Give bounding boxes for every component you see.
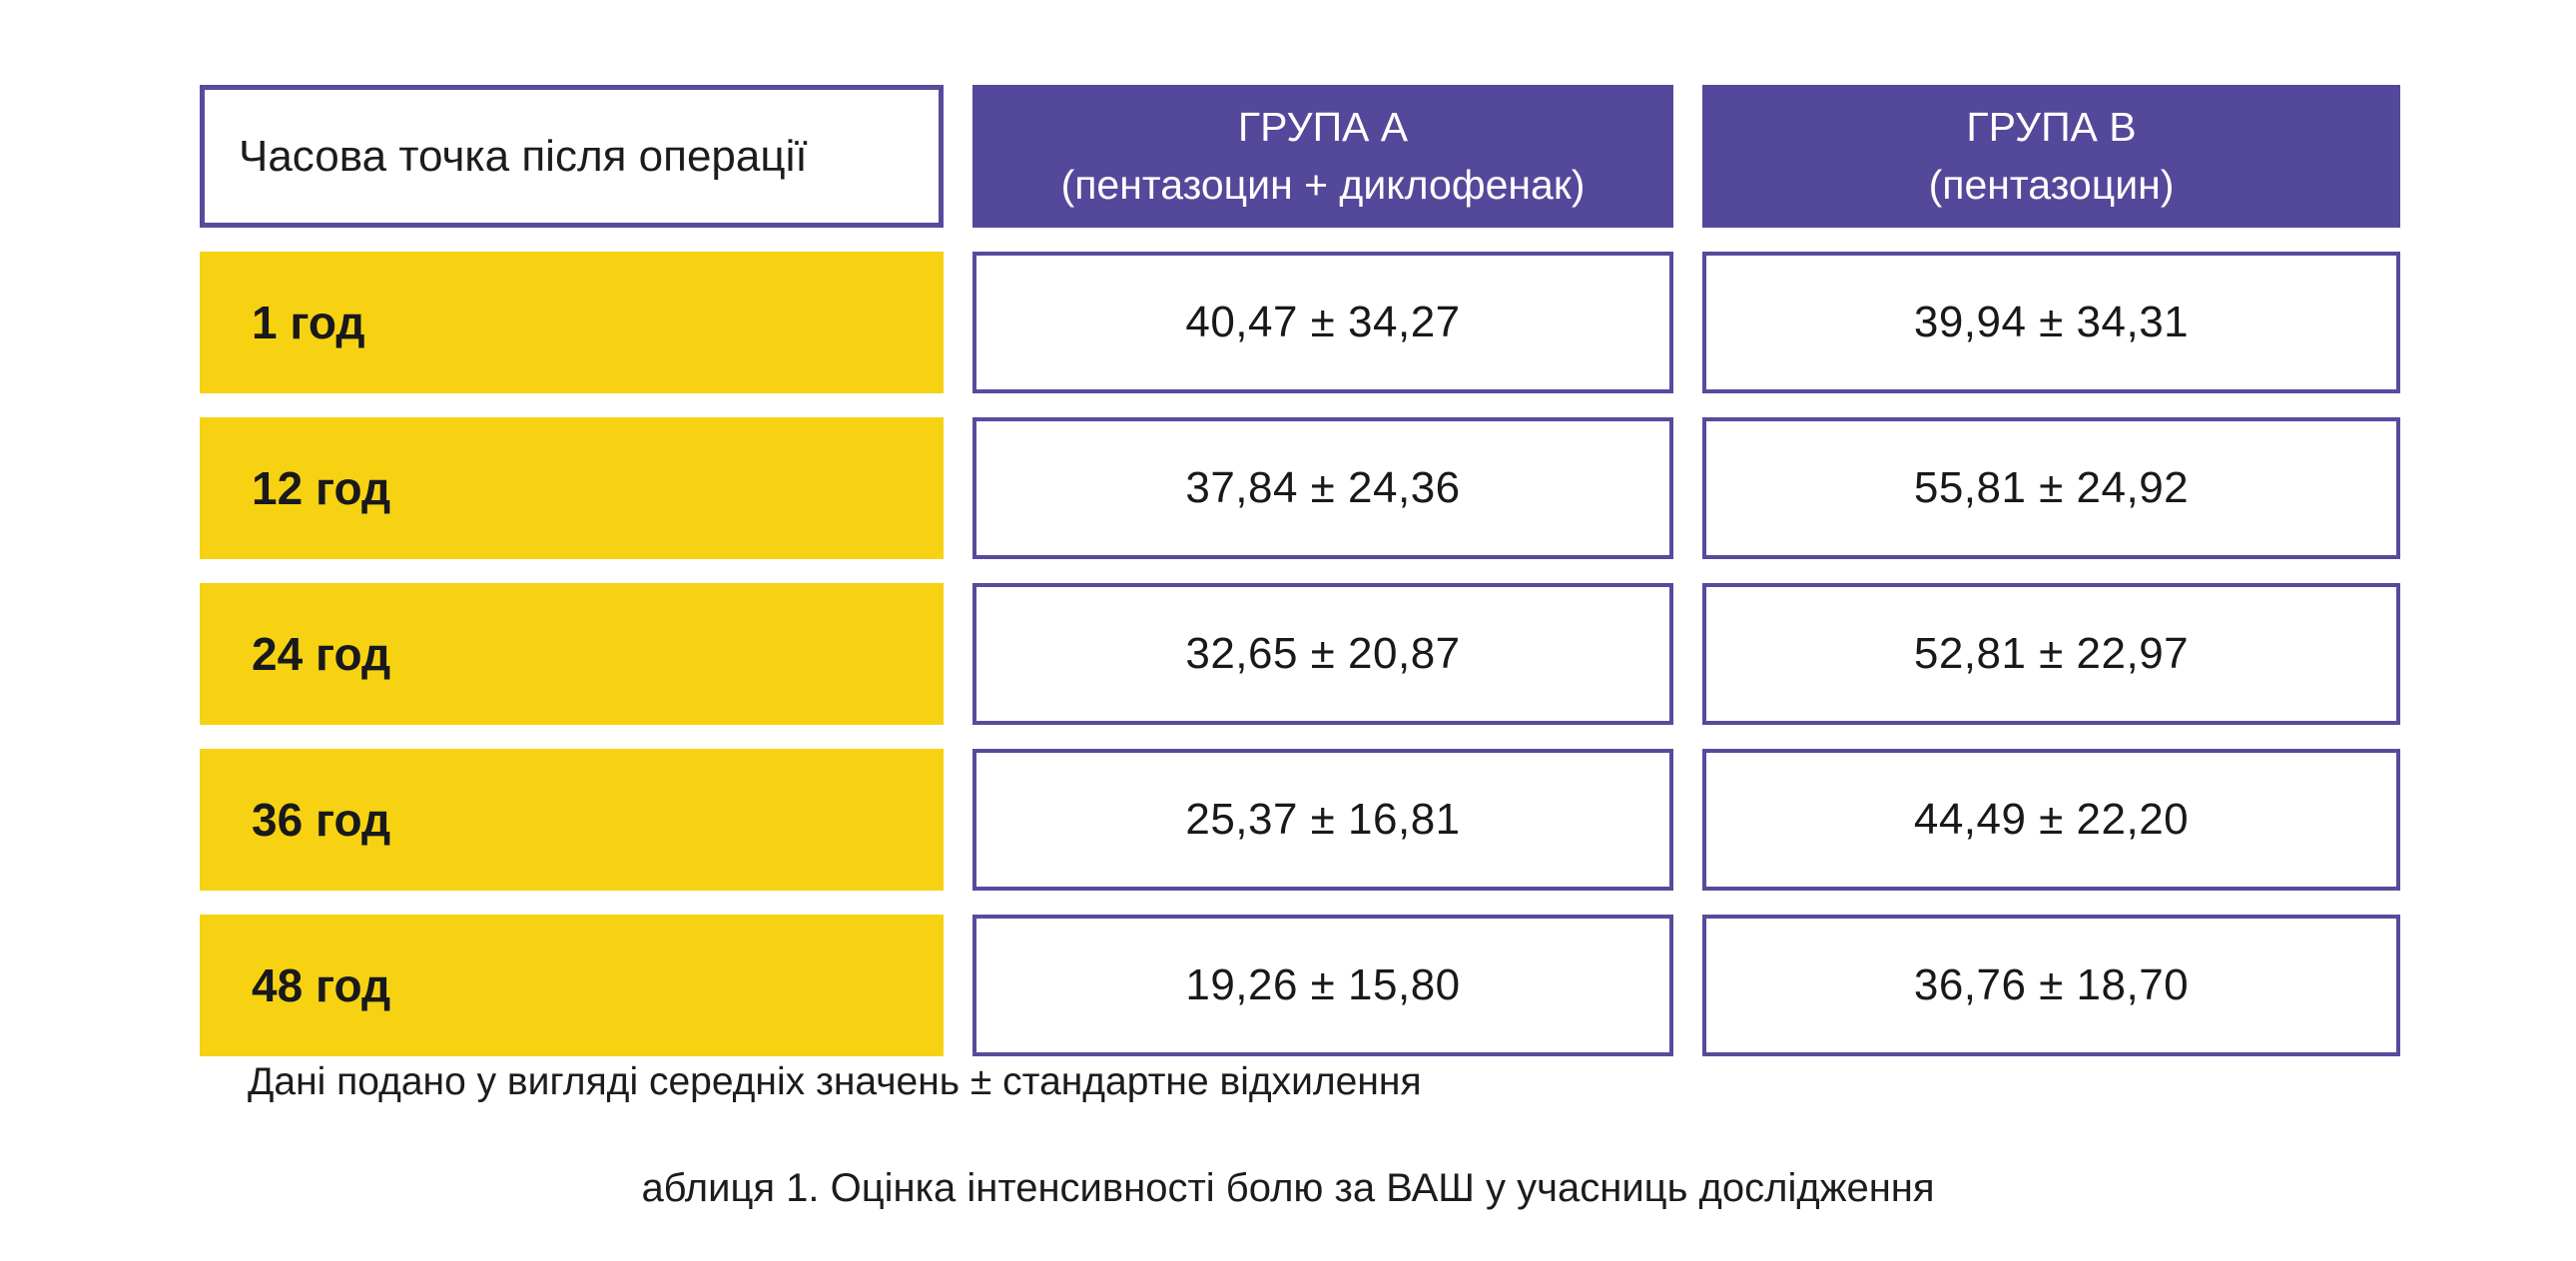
value-text: 25,37 ± 16,81 [1185,795,1461,844]
header-group-a: ГРУПА А (пентазоцин + диклофенак) [972,85,1673,228]
value-text: 36,76 ± 18,70 [1913,960,2190,1009]
header-time-label: Часова точка після операції [239,131,808,181]
header-group-b: ГРУПА В (пентазоцин) [1702,85,2400,228]
value-group-b: 52,81 ± 22,97 [1702,583,2400,725]
group-b-title: ГРУПА В [1966,104,2137,151]
vas-pain-table: Часова точка після операції ГРУПА А (пен… [200,85,2403,1056]
value-text: 32,65 ± 20,87 [1185,629,1461,678]
time-label-text: 12 год [252,462,391,514]
table-footnote: Дані подано у вигляді середніх значень ±… [248,1060,1422,1103]
value-text: 40,47 ± 34,27 [1185,298,1461,346]
value-group-a: 37,84 ± 24,36 [972,417,1673,559]
value-group-b: 55,81 ± 24,92 [1702,417,2400,559]
value-text: 19,26 ± 15,80 [1185,960,1461,1009]
value-text: 39,94 ± 34,31 [1913,298,2190,346]
group-a-title: ГРУПА А [1237,104,1409,151]
value-group-a: 25,37 ± 16,81 [972,749,1673,891]
value-group-a: 32,65 ± 20,87 [972,583,1673,725]
time-label-text: 36 год [252,794,391,846]
time-label-text: 24 год [252,628,391,680]
group-a-subtitle: (пентазоцин + диклофенак) [1060,161,1586,208]
value-group-a: 19,26 ± 15,80 [972,915,1673,1056]
value-group-b: 44,49 ± 22,20 [1702,749,2400,891]
row-time-label: 1 год [200,252,944,393]
row-time-label: 24 год [200,583,944,725]
row-time-label: 36 год [200,749,944,891]
value-text: 55,81 ± 24,92 [1913,463,2190,512]
value-text: 44,49 ± 22,20 [1913,795,2190,844]
group-b-subtitle: (пентазоцин) [1928,161,2175,208]
value-group-b: 36,76 ± 18,70 [1702,915,2400,1056]
time-label-text: 1 год [252,297,365,348]
table-caption: аблиця 1. Оцінка інтенсивності болю за В… [641,1166,1935,1210]
header-time-column: Часова точка після операції [200,85,944,228]
row-time-label: 12 год [200,417,944,559]
value-group-a: 40,47 ± 34,27 [972,252,1673,393]
value-group-b: 39,94 ± 34,31 [1702,252,2400,393]
row-time-label: 48 год [200,915,944,1056]
time-label-text: 48 год [252,959,391,1011]
value-text: 52,81 ± 22,97 [1913,629,2190,678]
value-text: 37,84 ± 24,36 [1185,463,1461,512]
